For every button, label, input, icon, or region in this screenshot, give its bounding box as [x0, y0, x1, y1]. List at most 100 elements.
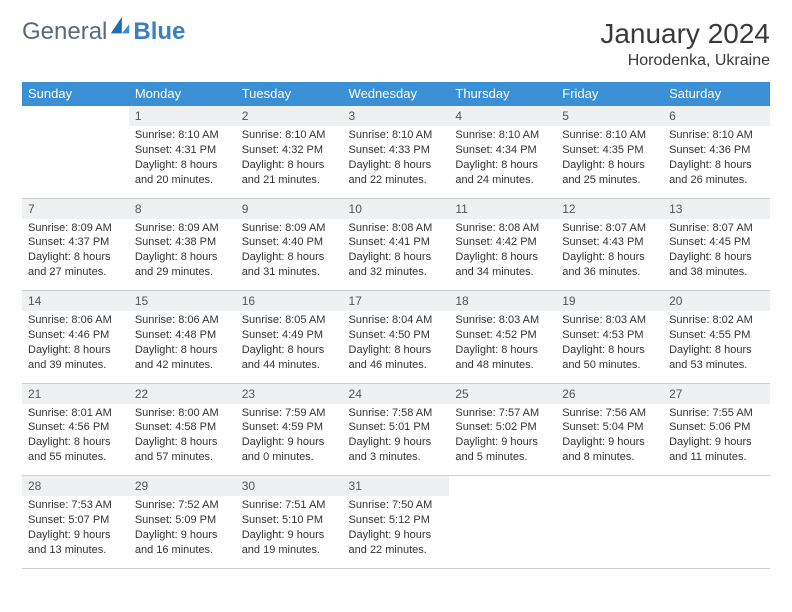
location-label: Horodenka, Ukraine: [600, 52, 770, 70]
day-detail: Sunrise: 8:10 AMSunset: 4:36 PMDaylight:…: [663, 126, 770, 193]
day-number: 6: [663, 106, 770, 126]
calendar-table: Sunday Monday Tuesday Wednesday Thursday…: [22, 82, 770, 569]
day-detail: Sunrise: 7:58 AMSunset: 5:01 PMDaylight:…: [343, 404, 450, 471]
day-header: Tuesday: [236, 82, 343, 106]
day-number: [22, 106, 129, 112]
day-cell-number: 9: [236, 198, 343, 219]
day-cell-detail: Sunrise: 7:58 AMSunset: 5:01 PMDaylight:…: [343, 404, 450, 476]
day-number: 26: [556, 384, 663, 404]
day-number: 30: [236, 476, 343, 496]
day-number: 23: [236, 384, 343, 404]
day-detail: Sunrise: 7:56 AMSunset: 5:04 PMDaylight:…: [556, 404, 663, 471]
daylight-text: Daylight: 8 hours and 42 minutes.: [135, 343, 230, 373]
day-cell-detail: Sunrise: 7:57 AMSunset: 5:02 PMDaylight:…: [449, 404, 556, 476]
sunrise-text: Sunrise: 8:01 AM: [28, 406, 123, 421]
day-cell-number: 5: [556, 106, 663, 127]
day-detail: Sunrise: 7:59 AMSunset: 4:59 PMDaylight:…: [236, 404, 343, 471]
day-cell-detail: [556, 496, 663, 568]
day-cell-number: 15: [129, 291, 236, 312]
daylight-text: Daylight: 9 hours and 16 minutes.: [135, 528, 230, 558]
sunset-text: Sunset: 4:42 PM: [455, 235, 550, 250]
sunrise-text: Sunrise: 8:09 AM: [135, 221, 230, 236]
day-cell-detail: Sunrise: 7:52 AMSunset: 5:09 PMDaylight:…: [129, 496, 236, 568]
day-cell-detail: Sunrise: 8:10 AMSunset: 4:34 PMDaylight:…: [449, 126, 556, 198]
day-detail: Sunrise: 8:03 AMSunset: 4:53 PMDaylight:…: [556, 311, 663, 378]
day-cell-detail: Sunrise: 7:55 AMSunset: 5:06 PMDaylight:…: [663, 404, 770, 476]
day-detail: Sunrise: 8:10 AMSunset: 4:33 PMDaylight:…: [343, 126, 450, 193]
sunrise-text: Sunrise: 8:06 AM: [135, 313, 230, 328]
daylight-text: Daylight: 8 hours and 22 minutes.: [349, 158, 444, 188]
week-daynum-row: 78910111213: [22, 198, 770, 219]
day-cell-detail: Sunrise: 8:03 AMSunset: 4:53 PMDaylight:…: [556, 311, 663, 383]
day-detail: Sunrise: 7:52 AMSunset: 5:09 PMDaylight:…: [129, 496, 236, 563]
day-cell-detail: Sunrise: 8:09 AMSunset: 4:40 PMDaylight:…: [236, 219, 343, 291]
sunset-text: Sunset: 4:53 PM: [562, 328, 657, 343]
day-number: 24: [343, 384, 450, 404]
day-cell-number: 29: [129, 476, 236, 497]
day-cell-number: 1: [129, 106, 236, 127]
daylight-text: Daylight: 8 hours and 50 minutes.: [562, 343, 657, 373]
daylight-text: Daylight: 9 hours and 19 minutes.: [242, 528, 337, 558]
sunset-text: Sunset: 5:07 PM: [28, 513, 123, 528]
day-number: [556, 476, 663, 482]
day-detail: Sunrise: 8:01 AMSunset: 4:56 PMDaylight:…: [22, 404, 129, 471]
sunset-text: Sunset: 4:56 PM: [28, 420, 123, 435]
day-cell-number: 28: [22, 476, 129, 497]
day-number: 8: [129, 199, 236, 219]
sunset-text: Sunset: 4:43 PM: [562, 235, 657, 250]
day-cell-detail: Sunrise: 8:05 AMSunset: 4:49 PMDaylight:…: [236, 311, 343, 383]
day-detail: Sunrise: 8:06 AMSunset: 4:48 PMDaylight:…: [129, 311, 236, 378]
day-number: 15: [129, 291, 236, 311]
day-cell-number: 10: [343, 198, 450, 219]
week-daynum-row: 123456: [22, 106, 770, 127]
day-cell-detail: Sunrise: 8:10 AMSunset: 4:36 PMDaylight:…: [663, 126, 770, 198]
day-cell-number: 13: [663, 198, 770, 219]
day-cell-number: 23: [236, 383, 343, 404]
sunset-text: Sunset: 4:40 PM: [242, 235, 337, 250]
day-number: 10: [343, 199, 450, 219]
day-cell-number: 2: [236, 106, 343, 127]
sunrise-text: Sunrise: 8:02 AM: [669, 313, 764, 328]
month-title: January 2024: [600, 18, 770, 50]
day-detail: Sunrise: 7:57 AMSunset: 5:02 PMDaylight:…: [449, 404, 556, 471]
day-cell-number: 6: [663, 106, 770, 127]
day-cell-number: 25: [449, 383, 556, 404]
sunset-text: Sunset: 4:52 PM: [455, 328, 550, 343]
sunset-text: Sunset: 4:59 PM: [242, 420, 337, 435]
day-detail: Sunrise: 8:03 AMSunset: 4:52 PMDaylight:…: [449, 311, 556, 378]
daylight-text: Daylight: 8 hours and 32 minutes.: [349, 250, 444, 280]
day-cell-number: 18: [449, 291, 556, 312]
day-detail: Sunrise: 8:10 AMSunset: 4:32 PMDaylight:…: [236, 126, 343, 193]
sunrise-text: Sunrise: 7:58 AM: [349, 406, 444, 421]
day-detail: Sunrise: 7:50 AMSunset: 5:12 PMDaylight:…: [343, 496, 450, 563]
week-detail-row: Sunrise: 8:10 AMSunset: 4:31 PMDaylight:…: [22, 126, 770, 198]
sunset-text: Sunset: 4:58 PM: [135, 420, 230, 435]
brand-logo: General Blue: [22, 18, 185, 46]
week-detail-row: Sunrise: 8:06 AMSunset: 4:46 PMDaylight:…: [22, 311, 770, 383]
day-cell-detail: Sunrise: 7:53 AMSunset: 5:07 PMDaylight:…: [22, 496, 129, 568]
day-header: Saturday: [663, 82, 770, 106]
daylight-text: Daylight: 8 hours and 39 minutes.: [28, 343, 123, 373]
day-cell-number: [449, 476, 556, 497]
day-number: 18: [449, 291, 556, 311]
sunrise-text: Sunrise: 8:10 AM: [562, 128, 657, 143]
day-header: Thursday: [449, 82, 556, 106]
day-number: 5: [556, 106, 663, 126]
daylight-text: Daylight: 8 hours and 24 minutes.: [455, 158, 550, 188]
day-detail: Sunrise: 8:07 AMSunset: 4:43 PMDaylight:…: [556, 219, 663, 286]
day-cell-detail: Sunrise: 8:00 AMSunset: 4:58 PMDaylight:…: [129, 404, 236, 476]
day-cell-number: 19: [556, 291, 663, 312]
day-number: 20: [663, 291, 770, 311]
day-cell-detail: Sunrise: 8:07 AMSunset: 4:43 PMDaylight:…: [556, 219, 663, 291]
day-cell-number: 7: [22, 198, 129, 219]
logo-sail-icon: [109, 15, 131, 37]
sunset-text: Sunset: 5:10 PM: [242, 513, 337, 528]
day-cell-detail: Sunrise: 8:10 AMSunset: 4:32 PMDaylight:…: [236, 126, 343, 198]
sunrise-text: Sunrise: 8:04 AM: [349, 313, 444, 328]
day-cell-number: 31: [343, 476, 450, 497]
sunset-text: Sunset: 4:37 PM: [28, 235, 123, 250]
sunrise-text: Sunrise: 8:10 AM: [135, 128, 230, 143]
day-cell-detail: [22, 126, 129, 198]
day-cell-number: [22, 106, 129, 127]
sunrise-text: Sunrise: 8:10 AM: [242, 128, 337, 143]
